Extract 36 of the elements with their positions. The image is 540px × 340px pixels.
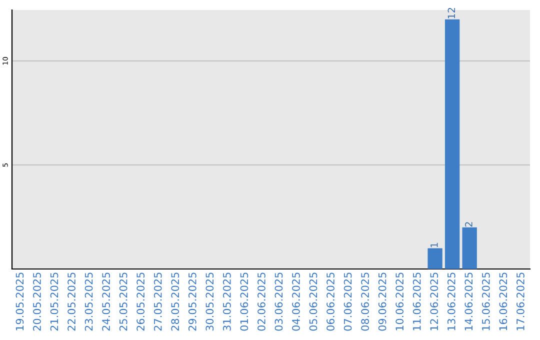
x-tick-label: 04.06.2025 [292, 272, 300, 331]
x-tick-label: 09.06.2025 [378, 272, 386, 331]
x-tick-label: 17.06.2025 [516, 272, 524, 330]
x-tick-label: 03.06.2025 [274, 272, 283, 331]
x-tick-label: 14.06.2025 [464, 272, 473, 330]
x-tick-label: 27.05.2025 [154, 272, 162, 331]
data-label: 1 [430, 242, 438, 248]
x-tick-label: 28.05.2025 [171, 272, 180, 331]
x-tick-label: 11.06.2025 [412, 272, 421, 330]
x-tick-label: 30.05.2025 [206, 272, 214, 331]
x-tick-label: 08.06.2025 [361, 272, 369, 331]
x-tick-label: 21.05.2025 [50, 272, 58, 331]
x-tick-label: 26.05.2025 [136, 272, 145, 331]
x-tick-label: 22.05.2025 [68, 272, 76, 331]
x-tick-label: 31.05.2025 [222, 272, 231, 331]
x-tick-label: 10.06.2025 [396, 272, 404, 330]
x-tick-label: 15.06.2025 [482, 272, 490, 330]
x-tick-label: 13.06.2025 [447, 272, 456, 330]
x-tick-label: 29.05.2025 [188, 272, 196, 331]
x-tick-label: 24.05.2025 [102, 272, 110, 331]
x-tick-label: 07.06.2025 [344, 272, 352, 331]
bar [444, 19, 460, 269]
x-tick-label: 01.06.2025 [240, 272, 248, 331]
data-label: 12 [448, 8, 455, 18]
bar [462, 227, 477, 269]
x-tick-label: 06.06.2025 [326, 272, 334, 331]
x-tick-label: 19.05.2025 [16, 272, 24, 330]
x-tick-label: 16.06.2025 [499, 272, 508, 330]
bar [428, 248, 442, 269]
x-tick-label: 25.05.2025 [119, 272, 128, 331]
x-tick-label: 20.05.2025 [33, 272, 41, 331]
x-tick-label: 02.06.2025 [258, 272, 266, 331]
x-tick-label: 05.06.2025 [309, 272, 318, 331]
x-tick-label: 12.06.2025 [430, 272, 438, 330]
data-label: 2 [465, 222, 472, 227]
x-tick-label: 23.05.2025 [84, 272, 93, 331]
